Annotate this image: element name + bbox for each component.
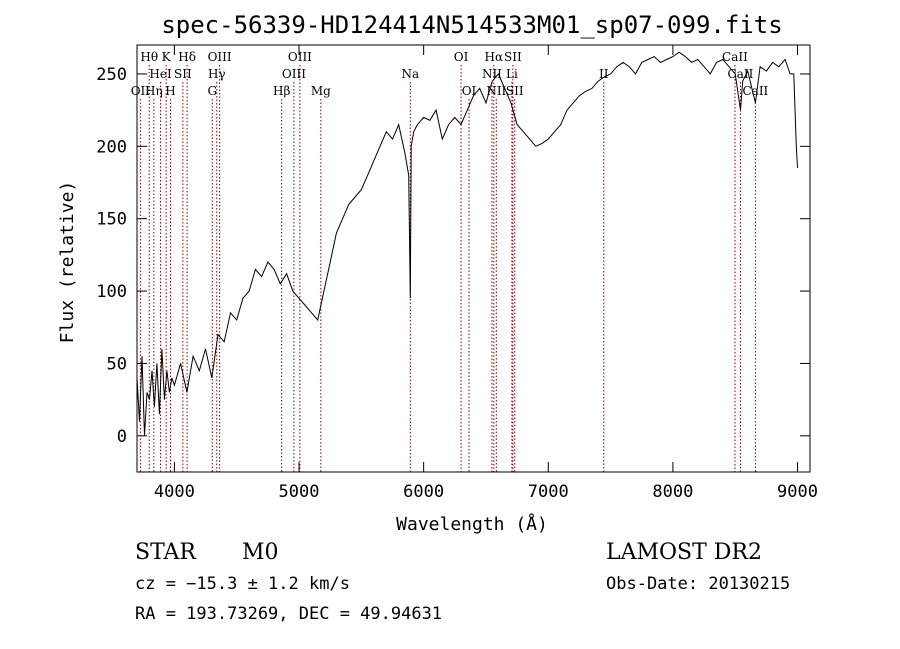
line-marker-label: Li	[506, 67, 518, 81]
x-tick-label: 6000	[403, 482, 444, 502]
line-marker-label: OI	[462, 84, 477, 98]
object-class: STAR	[135, 540, 196, 565]
line-marker-label: Hβ	[273, 84, 290, 98]
chart-title: spec-56339-HD124414N514533M01_sp07-099.f…	[161, 11, 782, 39]
y-tick-label: 200	[96, 137, 127, 157]
line-marker-label: Hη	[145, 84, 163, 98]
x-tick-label: 7000	[528, 482, 569, 502]
line-marker-label: OIII	[282, 67, 306, 81]
line-marker-label: SII	[504, 50, 522, 64]
y-tick-label: 50	[107, 354, 127, 374]
line-marker-label: II	[599, 67, 609, 81]
y-tick-label: 150	[96, 210, 127, 230]
line-marker-label: G	[207, 84, 217, 98]
line-marker-label: OI	[454, 50, 469, 64]
line-marker-label: CaII	[722, 50, 748, 64]
line-marker-label: SII	[506, 84, 524, 98]
line-marker-label: K	[162, 50, 172, 64]
line-marker-label: OIII	[208, 50, 232, 64]
y-tick-label: 100	[96, 282, 127, 302]
line-markers	[139, 65, 756, 472]
line-marker-label: CaII	[728, 67, 754, 81]
line-marker-label: SII	[174, 67, 192, 81]
line-marker-label: OIII	[288, 50, 312, 64]
x-tick-label: 5000	[279, 482, 320, 502]
y-tick-label: 0	[117, 427, 127, 447]
line-marker-label: Na	[401, 67, 419, 81]
line-marker-label: HeI	[149, 67, 172, 81]
x-axis: 4000 5000 6000 7000 8000 9000	[154, 45, 818, 502]
x-tick-label: 4000	[154, 482, 195, 502]
line-marker-label: Hδ	[178, 50, 196, 64]
x-tick-label: 9000	[777, 482, 818, 502]
obs-date: Obs-Date: 20130215	[606, 574, 791, 594]
line-marker-label: Hθ	[140, 50, 158, 64]
line-marker-label: H	[165, 84, 175, 98]
line-marker-label: NII	[486, 84, 506, 98]
line-marker-label: Hα	[485, 50, 504, 64]
spectrum-line	[136, 51, 798, 436]
y-tick-label: 250	[96, 65, 127, 85]
line-marker-label: OII	[131, 84, 151, 98]
x-axis-label: Wavelength (Å)	[396, 513, 548, 535]
line-marker-label: Hγ	[208, 67, 226, 81]
plot-frame	[136, 44, 811, 473]
line-marker-label: NII	[482, 67, 502, 81]
y-axis: 0 50 100 150 200 250	[96, 65, 810, 447]
survey-name: LAMOST DR2	[606, 540, 762, 565]
x-tick-label: 8000	[652, 482, 693, 502]
object-subclass: M0	[242, 540, 279, 565]
velocity-readout: cz = −15.3 ± 1.2 km/s	[135, 574, 350, 594]
y-axis-label: Flux (relative)	[57, 181, 78, 344]
line-marker-label: Mg	[311, 84, 331, 98]
line-marker-label: CaII	[742, 84, 768, 98]
coordinates: RA = 193.73269, DEC = 49.94631	[135, 604, 443, 624]
